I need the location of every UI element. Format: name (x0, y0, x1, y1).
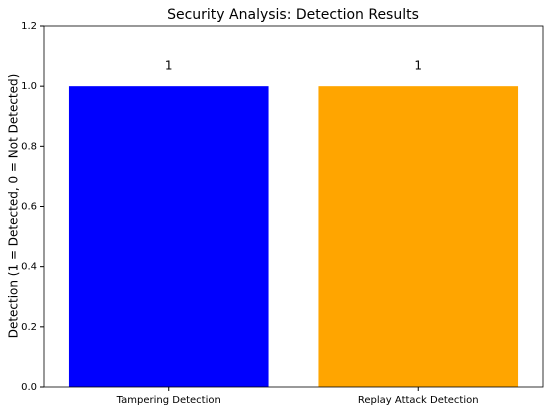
value-label: 1 (165, 59, 173, 73)
bar (68, 86, 269, 388)
value-label: 1 (414, 59, 422, 73)
y-tick-label: 0.0 (21, 382, 37, 393)
plot-frame (43, 25, 544, 388)
y-tick-label: 0.2 (21, 322, 37, 333)
y-axis-label: Detection (1 = Detected, 0 = Not Detecte… (7, 74, 21, 339)
y-tick-label: 0.6 (21, 202, 37, 213)
bar (318, 86, 519, 388)
y-tick-label: 1.2 (21, 21, 37, 32)
chart-title: Security Analysis: Detection Results (167, 7, 419, 23)
y-tick-label: 1.0 (21, 81, 37, 92)
x-tick-label: Tampering Detection (116, 395, 221, 406)
y-tick-label: 0.8 (21, 141, 37, 152)
y-tick-label: 0.4 (21, 262, 37, 273)
x-tick-label: Replay Attack Detection (358, 395, 479, 406)
